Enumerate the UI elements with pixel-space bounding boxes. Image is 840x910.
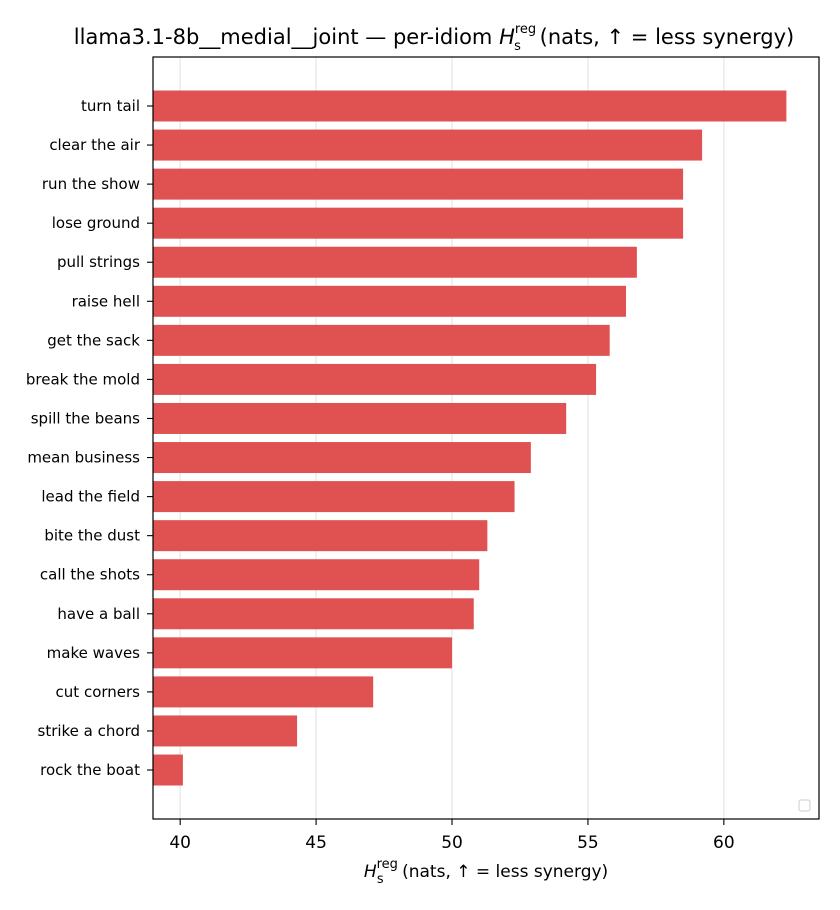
x-tick-label: 40 [169, 833, 191, 853]
x-tick-label: 55 [577, 833, 599, 853]
y-tick-label: mean business [27, 449, 140, 467]
xlabel-subscript: s [377, 872, 384, 887]
y-tick-label: break the mold [26, 370, 140, 388]
title-symbol: H [499, 25, 515, 49]
xlabel-suffix: (nats, ↑ = less synergy) [397, 862, 608, 882]
title-superscript: reg [515, 22, 536, 37]
y-tick-label: get the sack [47, 331, 140, 349]
title-subscript: s [514, 39, 521, 54]
y-tick-label: make waves [47, 644, 141, 662]
bar [153, 207, 684, 239]
x-axis-label: Hreg s (nats, ↑ = less synergy) [364, 857, 608, 887]
y-tick-label: run the show [42, 175, 140, 193]
x-axis-ticks: 40 45 50 55 60 [169, 819, 735, 853]
y-tick-label: rock the boat [40, 761, 140, 779]
bar [153, 481, 515, 513]
bar [153, 598, 474, 630]
bar [153, 246, 637, 278]
y-axis-ticks: turn tail clear the air run the show lose g… [26, 97, 153, 779]
bar [153, 402, 567, 434]
bar [153, 676, 374, 708]
bar [153, 324, 610, 356]
bar [153, 90, 787, 122]
bars [153, 90, 787, 786]
y-tick-label: pull strings [57, 253, 140, 271]
title-prefix: llama3.1-8b__medial__joint — per-idiom [74, 25, 499, 50]
bar [153, 559, 480, 591]
y-tick-label: clear the air [49, 136, 141, 154]
bar [153, 285, 626, 317]
bar [153, 520, 488, 552]
x-tick-label: 50 [441, 833, 463, 853]
bar [153, 168, 684, 200]
xlabel-superscript: reg [377, 857, 398, 872]
chart-title: llama3.1-8b__medial__joint — per-idiom H… [74, 22, 794, 54]
y-tick-label: cut corners [56, 683, 141, 701]
legend-box [798, 799, 811, 812]
y-tick-label: call the shots [40, 566, 140, 584]
y-tick-label: lead the field [41, 488, 140, 506]
y-tick-label: turn tail [81, 97, 140, 115]
y-tick-label: lose ground [52, 214, 140, 232]
x-tick-label: 45 [305, 833, 327, 853]
y-tick-label: spill the beans [31, 409, 140, 427]
bar [153, 715, 298, 747]
plot-frame [152, 56, 820, 820]
x-tick-label: 60 [713, 833, 735, 853]
bar [153, 754, 183, 786]
xlabel-symbol: H [364, 862, 377, 882]
bar [153, 129, 703, 161]
y-tick-label: strike a chord [38, 722, 141, 740]
y-tick-label: bite the dust [44, 527, 140, 545]
title-suffix: (nats, ↑ = less synergy) [533, 25, 794, 49]
bar [153, 363, 597, 395]
bar [153, 442, 531, 474]
y-tick-label: have a ball [57, 605, 140, 623]
y-tick-label: raise hell [72, 292, 140, 310]
bar [153, 637, 453, 669]
